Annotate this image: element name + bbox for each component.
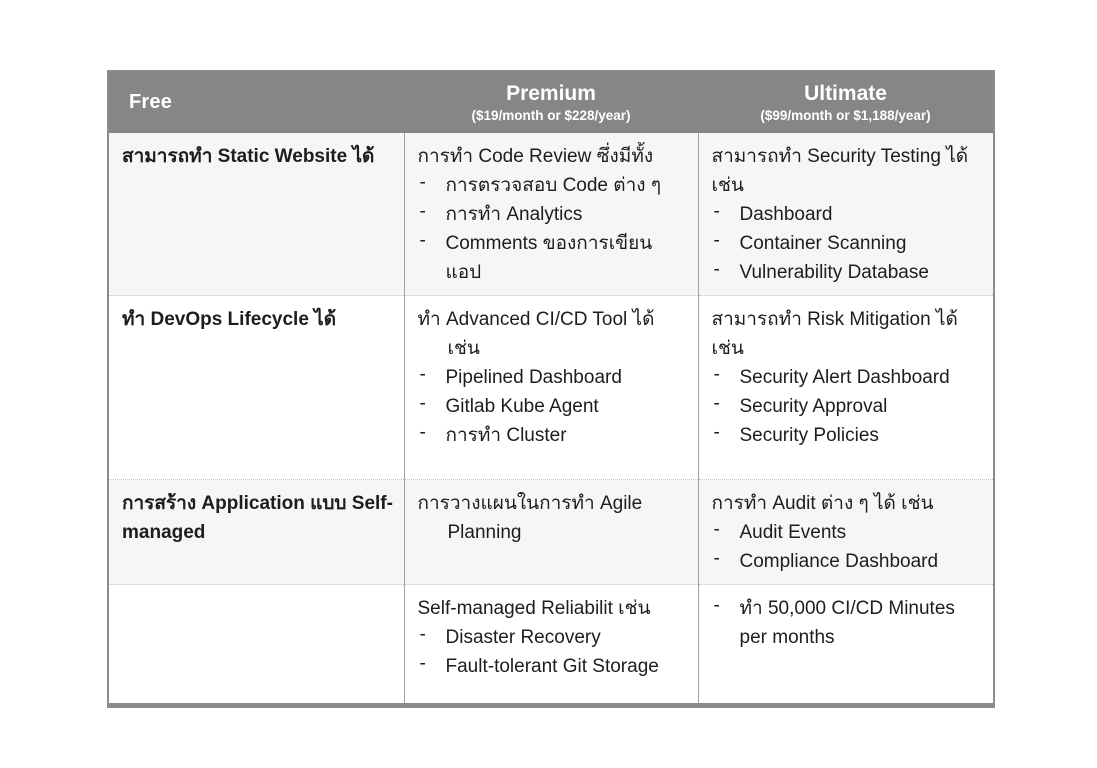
header-row: Free Premium ($19/month or $228/year) Ul… — [108, 71, 994, 133]
cell-heading-line: สามารถทำ Static Website ได้ — [122, 146, 375, 167]
cell-ultimate-row1: สามารถทำ Security Testing ได้ เช่น - Dashb… — [698, 133, 994, 296]
bullet-text: Compliance Dashboard — [739, 551, 939, 572]
bullet-item: - Compliance Dashboard — [712, 547, 984, 576]
table-body: สามารถทำ Static Website ได้ การทำ Code Re… — [108, 133, 994, 706]
column-header-premium: Premium ($19/month or $228/year) — [404, 71, 698, 133]
cell-free-row2: ทำ DevOps Lifecycle ได้ — [108, 295, 405, 480]
bullet-item: - Vulnerability Database — [712, 258, 984, 287]
premium-column-price: ($19/month or $228/year) — [471, 108, 631, 123]
bullet-text: ทำ 50,000 CI/CD Minutes per months — [739, 598, 955, 648]
bullet-dash-icon: - — [419, 421, 426, 443]
cell-ultimate-row3: การทำ Audit ต่าง ๆ ได้ เช่น - Audit Events… — [698, 479, 994, 585]
bullet-item: - Pipelined Dashboard — [418, 363, 688, 392]
bullet-item: - Container Scanning — [712, 229, 984, 258]
cell-premium-row1: การทำ Code Review ซึ่งมีทั้ง - การตรวจสอบ … — [404, 133, 699, 296]
bullet-item: - Security Alert Dashboard — [712, 363, 984, 392]
bullet-text: Audit Events — [739, 522, 847, 543]
bullet-dash-icon: - — [419, 652, 426, 674]
bullet-text: Security Approval — [739, 396, 888, 417]
pricing-row-3: การสร้าง Application แบบ Self-managed การ… — [108, 479, 994, 585]
bullet-text: Security Policies — [739, 425, 879, 446]
bullet-text: Comments ของการเขียนแอป — [445, 233, 653, 283]
pricing-row-4: Self-managed Reliabilit เช่น - Disaster Re… — [108, 584, 994, 706]
pricing-table-container: Free Premium ($19/month or $228/year) Ul… — [107, 70, 995, 708]
pricing-row-1: สามารถทำ Static Website ได้ การทำ Code Re… — [108, 133, 994, 296]
bullet-dash-icon: - — [419, 171, 426, 193]
bullet-dash-icon: - — [713, 363, 720, 385]
bullet-dash-icon: - — [713, 258, 720, 280]
bullet-item: - การทำ Analytics — [418, 200, 688, 229]
bullet-text: Disaster Recovery — [445, 627, 601, 648]
bullet-dash-icon: - — [713, 518, 720, 540]
ultimate-column-price: ($99/month or $1,188/year) — [760, 108, 931, 123]
bullet-item: - Comments ของการเขียนแอป — [418, 229, 688, 287]
bullet-text: Container Scanning — [739, 233, 907, 254]
bullet-dash-icon: - — [713, 421, 720, 443]
bullet-text: การตรวจสอบ Code ต่าง ๆ — [445, 175, 662, 196]
cell-free-row4 — [108, 584, 405, 706]
bullet-text: Fault-tolerant Git Storage — [445, 656, 659, 677]
bullet-text: Vulnerability Database — [739, 262, 929, 283]
cell-heading-line: ทำ Advanced CI/CD Tool ได้ — [417, 309, 655, 330]
bullet-item: - Security Policies — [712, 421, 984, 450]
cell-free-row3: การสร้าง Application แบบ Self-managed — [108, 479, 405, 585]
column-header-free: Free — [108, 71, 404, 133]
bullet-text: Dashboard — [739, 204, 833, 225]
bullet-dash-icon: - — [419, 363, 426, 385]
bullet-item: - Audit Events — [712, 518, 984, 547]
bullet-dash-icon: - — [419, 623, 426, 645]
bullet-dash-icon: - — [713, 392, 720, 414]
cell-heading-line: ทำ DevOps Lifecycle ได้ — [122, 309, 337, 330]
premium-column-title: Premium — [506, 82, 596, 105]
bullet-item: - Gitlab Kube Agent — [418, 392, 688, 421]
cell-heading-line: สามารถทำ Risk Mitigation ได้ เช่น — [711, 309, 958, 359]
bullet-dash-icon: - — [713, 229, 720, 251]
cell-free-row1: สามารถทำ Static Website ได้ — [108, 133, 405, 296]
column-header-ultimate: Ultimate ($99/month or $1,188/year) — [698, 71, 994, 133]
bullet-item: - Disaster Recovery — [418, 623, 688, 652]
bullet-text: Gitlab Kube Agent — [445, 396, 599, 417]
bullet-dash-icon: - — [713, 200, 720, 222]
pricing-comparison-table: Free Premium ($19/month or $228/year) Ul… — [107, 70, 995, 708]
bullet-dash-icon: - — [419, 392, 426, 414]
cell-ultimate-row2: สามารถทำ Risk Mitigation ได้ เช่น - Securi… — [698, 295, 994, 480]
cell-heading-line: การวางแผนในการทำ Agile — [417, 493, 643, 514]
bullet-text: การทำ Analytics — [445, 204, 583, 225]
cell-premium-row4: Self-managed Reliabilit เช่น - Disaster Re… — [404, 584, 699, 706]
bullet-item: - การทำ Cluster — [418, 421, 688, 450]
cell-heading-line: การทำ Code Review ซึ่งมีทั้ง — [417, 146, 654, 167]
cell-heading-line: การสร้าง Application แบบ Self-managed — [122, 493, 393, 543]
bullet-item: - Dashboard — [712, 200, 984, 229]
cell-heading-line: Planning — [447, 522, 522, 543]
bullet-dash-icon: - — [713, 594, 720, 616]
cell-premium-row3: การวางแผนในการทำ Agile Planning — [404, 479, 699, 585]
bullet-text: การทำ Cluster — [445, 425, 567, 446]
cell-heading-line: Self-managed Reliabilit เช่น — [417, 598, 651, 619]
pricing-row-2: ทำ DevOps Lifecycle ได้ ทำ Advanced CI/CD… — [108, 295, 994, 480]
cell-heading-line: สามารถทำ Security Testing ได้ เช่น — [711, 146, 969, 196]
cell-premium-row2: ทำ Advanced CI/CD Tool ได้ เช่น - Pipelined… — [404, 295, 699, 480]
bullet-item: - Fault-tolerant Git Storage — [418, 652, 688, 681]
bullet-dash-icon: - — [419, 229, 426, 251]
cell-heading-line: การทำ Audit ต่าง ๆ ได้ เช่น — [711, 493, 934, 514]
cell-heading-line: เช่น — [447, 338, 480, 359]
bullet-item: - การตรวจสอบ Code ต่าง ๆ — [418, 171, 688, 200]
bullet-dash-icon: - — [419, 200, 426, 222]
ultimate-column-title: Ultimate — [804, 82, 887, 105]
bullet-text: Pipelined Dashboard — [445, 367, 622, 388]
bullet-text: Security Alert Dashboard — [739, 367, 950, 388]
bullet-item: - ทำ 50,000 CI/CD Minutes per months — [712, 594, 984, 652]
table-header: Free Premium ($19/month or $228/year) Ul… — [108, 71, 994, 133]
bullet-item: - Security Approval — [712, 392, 984, 421]
cell-ultimate-row4: - ทำ 50,000 CI/CD Minutes per months — [698, 584, 994, 706]
bullet-dash-icon: - — [713, 547, 720, 569]
free-column-title: Free — [129, 91, 173, 113]
